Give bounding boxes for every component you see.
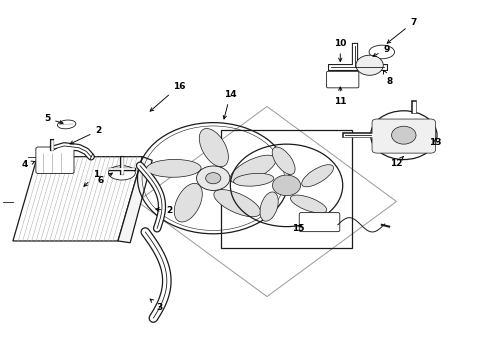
Text: 3: 3 bbox=[150, 299, 163, 312]
Text: 7: 7 bbox=[387, 18, 417, 43]
Ellipse shape bbox=[369, 45, 394, 59]
Text: 13: 13 bbox=[429, 138, 442, 147]
Ellipse shape bbox=[199, 129, 228, 167]
Circle shape bbox=[206, 173, 221, 184]
Ellipse shape bbox=[260, 192, 278, 221]
FancyBboxPatch shape bbox=[36, 147, 74, 174]
Circle shape bbox=[392, 126, 416, 144]
Text: 16: 16 bbox=[150, 82, 185, 111]
Text: 12: 12 bbox=[390, 157, 403, 168]
Text: 11: 11 bbox=[334, 87, 346, 105]
Text: 2: 2 bbox=[70, 126, 101, 144]
Text: 8: 8 bbox=[384, 71, 392, 86]
Ellipse shape bbox=[272, 147, 295, 175]
FancyBboxPatch shape bbox=[372, 119, 436, 153]
Text: 5: 5 bbox=[44, 114, 63, 124]
Text: 1: 1 bbox=[84, 170, 99, 186]
Text: 10: 10 bbox=[334, 39, 346, 62]
Circle shape bbox=[356, 55, 383, 75]
Ellipse shape bbox=[108, 166, 135, 180]
Text: 9: 9 bbox=[373, 45, 390, 56]
Text: 14: 14 bbox=[223, 90, 237, 119]
FancyBboxPatch shape bbox=[299, 213, 340, 231]
Ellipse shape bbox=[57, 120, 76, 129]
Ellipse shape bbox=[234, 174, 274, 186]
FancyBboxPatch shape bbox=[327, 71, 359, 88]
Text: 2: 2 bbox=[156, 206, 172, 215]
Ellipse shape bbox=[214, 190, 261, 217]
Ellipse shape bbox=[291, 195, 327, 213]
Polygon shape bbox=[118, 157, 152, 243]
Ellipse shape bbox=[230, 155, 276, 183]
Text: 15: 15 bbox=[293, 224, 305, 233]
Ellipse shape bbox=[174, 183, 202, 222]
Text: 6: 6 bbox=[98, 173, 112, 185]
Ellipse shape bbox=[147, 159, 201, 177]
Ellipse shape bbox=[302, 165, 334, 187]
Text: 4: 4 bbox=[22, 161, 35, 170]
Circle shape bbox=[196, 166, 230, 190]
Circle shape bbox=[272, 175, 300, 196]
Polygon shape bbox=[13, 157, 143, 241]
Circle shape bbox=[370, 111, 437, 159]
